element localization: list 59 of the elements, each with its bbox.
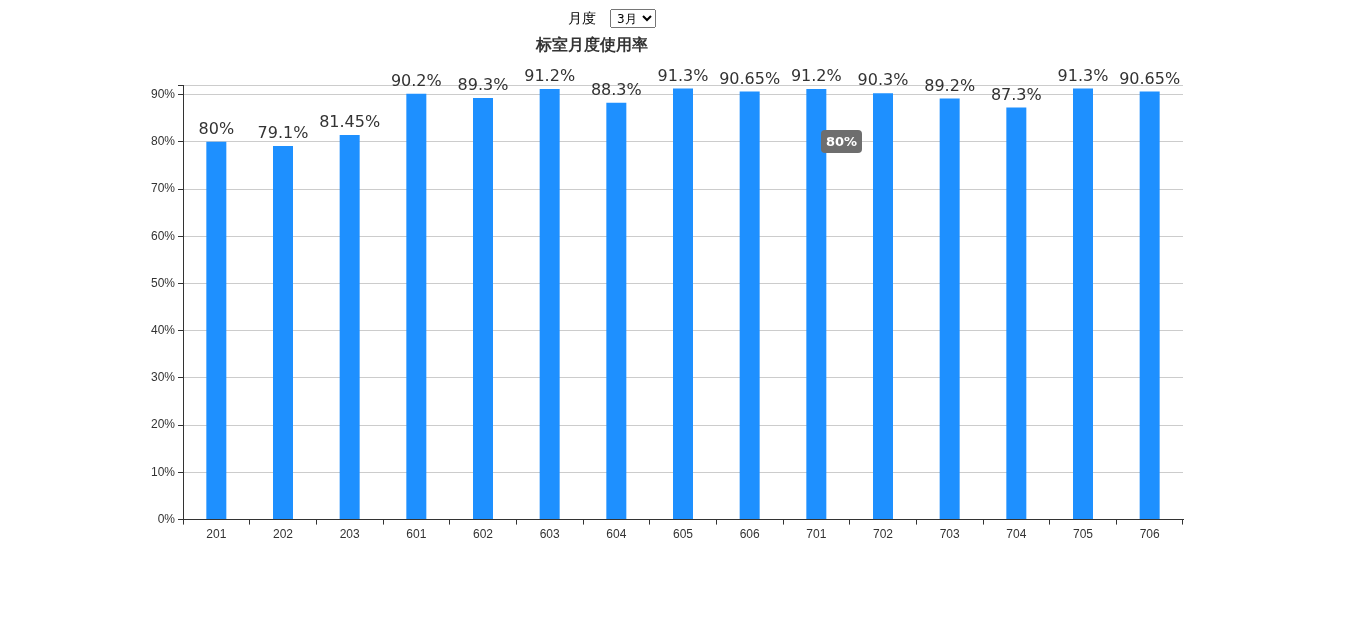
x-tick-label: 605 (672, 527, 694, 542)
bar (406, 93, 427, 520)
data-label: 81.45% (319, 112, 381, 132)
data-label: 90.3% (857, 70, 909, 90)
y-tick-label: 40% (150, 323, 176, 338)
chart-title: 标室月度使用率 (534, 34, 648, 54)
x-tick-label: 604 (606, 527, 627, 542)
data-label: 91.2% (790, 66, 842, 86)
y-tick-label: 70% (150, 181, 176, 196)
x-tick-label: 706 (1139, 527, 1160, 542)
y-tick-label: 20% (150, 417, 176, 432)
bar (939, 98, 960, 520)
bar (473, 97, 493, 520)
x-tick-label: 703 (939, 527, 960, 542)
data-label: 90.2% (390, 70, 442, 90)
y-tick-label: 30% (150, 370, 176, 385)
y-tick-label: 0% (157, 511, 176, 526)
y-tick-label: 10% (150, 464, 176, 479)
x-tick-label: 202 (272, 527, 294, 542)
data-label: 79.1% (257, 123, 309, 143)
bar (273, 146, 293, 520)
y-tick-label: 80% (150, 134, 176, 149)
bar (539, 88, 560, 520)
x-tick-label: 602 (472, 527, 494, 542)
data-label: 90.65% (1119, 68, 1181, 88)
data-label: 91.2% (524, 66, 576, 86)
text: 3月 (610, 9, 656, 28)
data-label: 87.3% (990, 84, 1042, 104)
data-label: 90.65% (719, 68, 781, 88)
y-tick-label: 90% (150, 86, 176, 101)
x-tick-label: 203 (339, 527, 360, 542)
bar (739, 91, 760, 520)
bar (1006, 107, 1027, 520)
annotation: 80% (821, 130, 863, 153)
x-tick-label: 701 (806, 527, 827, 542)
data-label: 88.3% (590, 79, 642, 99)
x-tick-label: 201 (206, 527, 227, 542)
data-label: 91.3% (1057, 65, 1109, 85)
data-label: 89.3% (457, 75, 509, 95)
x-tick-label: 704 (1006, 527, 1027, 542)
bar (206, 141, 227, 520)
data-label: 80% (198, 119, 235, 139)
bar (1073, 88, 1093, 520)
text: 月度 (568, 9, 596, 28)
data-label: 91.3% (657, 65, 709, 85)
y-tick-label: 60% (150, 228, 176, 243)
bar (606, 102, 627, 520)
data-label: 89.2% (924, 75, 976, 95)
y-tick-label: 50% (150, 275, 176, 290)
bar (873, 93, 893, 520)
bar (673, 88, 693, 520)
x-tick-label: 705 (1072, 527, 1094, 542)
x-tick-label: 601 (406, 527, 427, 542)
bar (806, 88, 827, 520)
x-tick-label: 702 (872, 527, 894, 542)
bar (339, 135, 360, 520)
x-tick-label: 603 (539, 527, 560, 542)
x-tick-label: 606 (739, 527, 760, 542)
bar (1139, 91, 1160, 520)
